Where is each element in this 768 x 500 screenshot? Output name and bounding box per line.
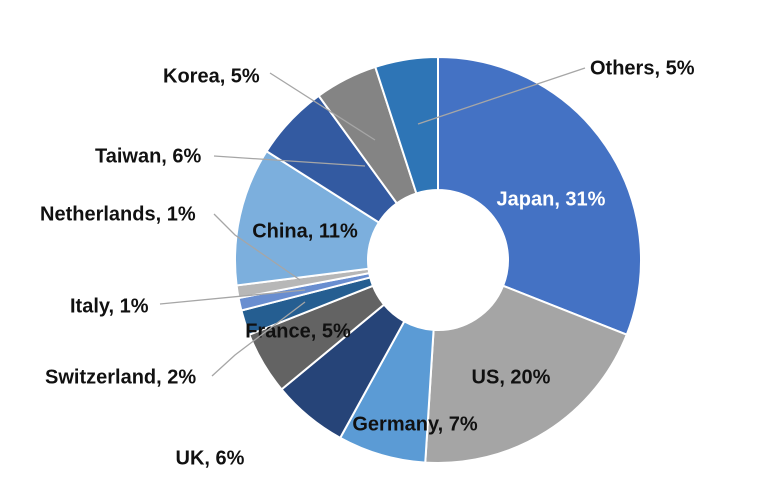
- donut-segment: [374, 55, 439, 195]
- leader-line: [417, 67, 586, 125]
- data-label: Japan, 31%: [497, 188, 606, 210]
- data-label: China, 11%: [252, 220, 358, 242]
- data-label: Germany, 7%: [352, 413, 477, 435]
- leader-line: [269, 72, 376, 141]
- data-label: UK, 6%: [176, 447, 245, 469]
- data-label: Taiwan, 6%: [95, 145, 202, 167]
- leader-line: [213, 155, 366, 167]
- data-label: Switzerland, 2%: [45, 366, 196, 388]
- leader-line: [211, 301, 306, 377]
- data-label: US, 20%: [472, 366, 551, 388]
- leader-line: [159, 289, 306, 305]
- donut-segment: [424, 284, 629, 464]
- data-label: Netherlands, 1%: [40, 203, 196, 225]
- donut-segment: [234, 149, 381, 287]
- leader-line: [213, 213, 301, 281]
- data-label: France, 5%: [245, 320, 351, 342]
- data-label: Korea, 5%: [163, 65, 260, 87]
- data-label: Others, 5%: [590, 57, 695, 79]
- data-label: Italy, 1%: [70, 295, 149, 317]
